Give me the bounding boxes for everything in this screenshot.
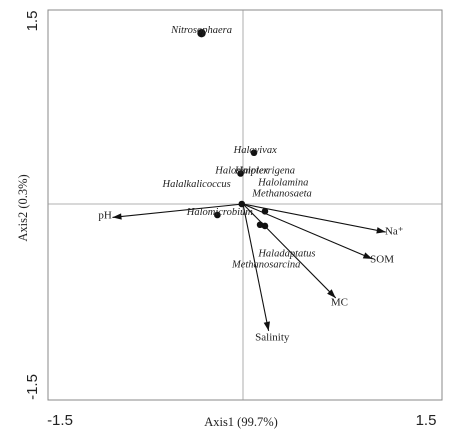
arrowhead-mc [327, 289, 336, 298]
point-marker [197, 29, 206, 38]
env-label-som: SOM [370, 254, 394, 266]
point-marker [261, 208, 269, 215]
x-tick-max: 1.5 [416, 412, 437, 429]
env-label-ph: pH [98, 210, 112, 222]
vector-mc [242, 203, 337, 299]
arrowhead-salinity [263, 321, 270, 331]
label-haloterrigena: Haloterrigena [234, 166, 295, 177]
y-axis-label: Axis2 (0.3%) [16, 174, 30, 241]
point-marker [237, 170, 244, 177]
taxa-points [197, 29, 269, 230]
y-tick-max: 1.5 [24, 11, 41, 32]
env-label-mc: MC [331, 296, 348, 308]
arrowhead-ph [112, 213, 122, 220]
label-halalkalicoccus: Halalkalicoccus [162, 179, 231, 190]
label-halosimplex: Halosimplex [214, 166, 268, 177]
env-label-salinity: Salinity [255, 332, 290, 344]
label-haladaptatus: Haladaptatus [257, 248, 315, 259]
label-methanosarcina: Methanosarcina [231, 259, 300, 270]
point-marker [238, 200, 246, 208]
label-halolamina: Halolamina [257, 178, 308, 189]
x-tick-min: -1.5 [47, 412, 73, 429]
arrowhead-som [362, 252, 373, 259]
taxa-labels: Nitrosophaera Halovivax HalosimplexHaloter… [162, 25, 316, 270]
env-labels: pH Na⁺ SOM MC Salinity [98, 210, 403, 344]
arrowhead-na [376, 227, 386, 234]
plot-frame [47, 9, 443, 401]
y-tick-min: -1.5 [24, 374, 41, 400]
label-halovivax: Halovivax [233, 145, 277, 156]
point-marker [250, 149, 258, 157]
label-nitrosophaera: Nitrosophaera [170, 25, 232, 36]
vector-salinity [242, 203, 270, 331]
x-axis-label: Axis1 (99.7%) [204, 415, 278, 429]
env-label-na: Na⁺ [385, 226, 404, 238]
label-halomicrobium: Halomicrobium [186, 207, 254, 218]
point-marker [214, 211, 221, 219]
point-marker [261, 222, 269, 230]
label-methanosaeta: Methanosaeta [251, 189, 312, 200]
vector-ph [112, 203, 244, 218]
